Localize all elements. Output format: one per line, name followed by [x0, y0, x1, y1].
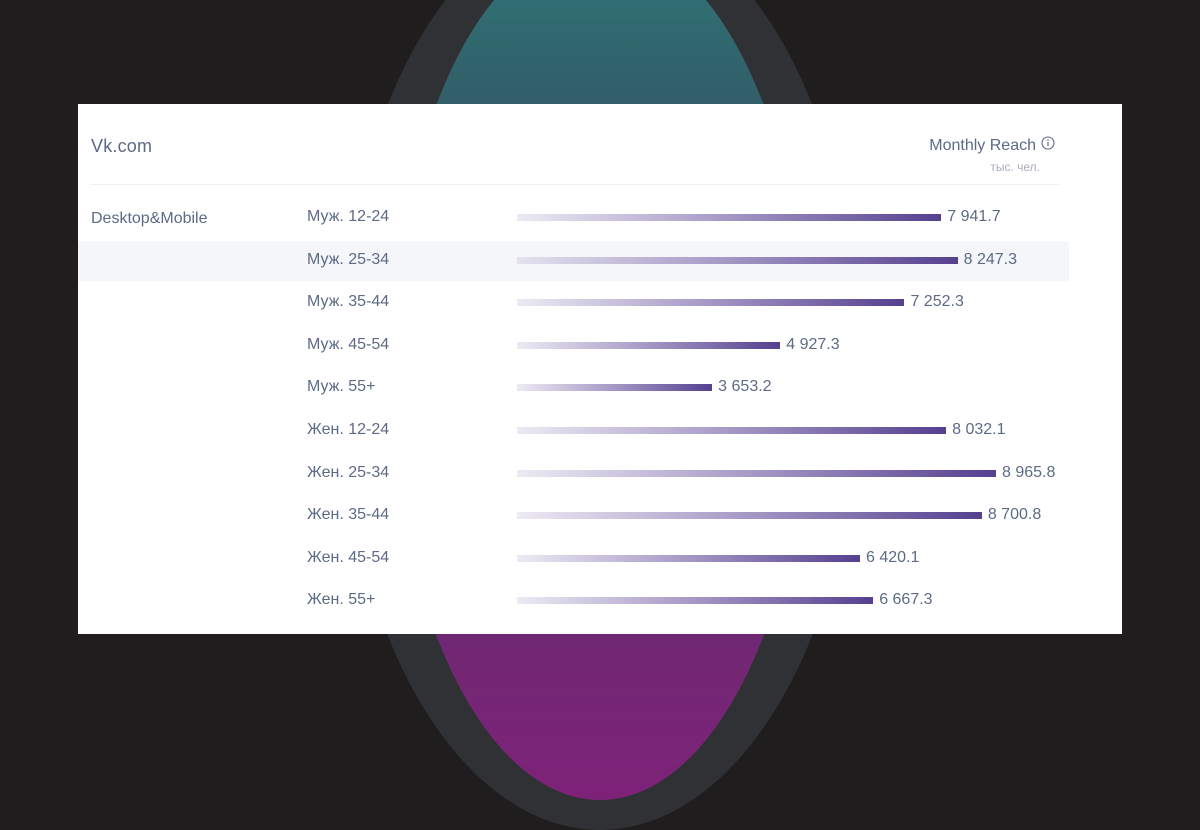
value-label: 8 700.8: [987, 506, 1042, 524]
category-label: Жен. 25-34: [307, 463, 390, 481]
chart-row[interactable]: Муж. 55+ 3 653.2: [78, 368, 1069, 408]
chart-row[interactable]: Жен. 55+ 6 667.3: [78, 581, 1069, 621]
category-label: Муж. 55+: [307, 378, 376, 396]
bar: [517, 512, 982, 520]
category-label: Жен. 35-44: [307, 506, 390, 524]
category-label: Жен. 55+: [307, 591, 376, 609]
category-label: Муж. 12-24: [307, 208, 390, 225]
value-label: 7 941.7: [947, 208, 1001, 225]
bar: [517, 299, 905, 307]
value-label: 6 667.3: [879, 591, 933, 609]
chart-row[interactable]: Жен. 25-34 8 965.8: [78, 454, 1069, 494]
category-label: Жен. 12-24: [307, 421, 390, 438]
value-label: 4 927.3: [786, 335, 840, 353]
chart-row[interactable]: Муж. 12-24 7 941.7: [78, 198, 1069, 238]
value-label: 3 653.2: [718, 378, 772, 396]
chart-row[interactable]: Жен. 35-44 8 700.8: [78, 496, 1069, 536]
bar: [517, 597, 874, 605]
chart-row[interactable]: Муж. 35-44 7 252.3: [78, 283, 1069, 323]
value-label: 8 032.1: [952, 421, 1006, 438]
bar: [517, 384, 713, 392]
value-label: 6 420.1: [865, 548, 920, 566]
chart-row[interactable]: Жен. 12-24 8 032.1: [78, 411, 1069, 451]
bar: [517, 214, 942, 221]
metric-unit: тыс. чел.: [990, 160, 1040, 174]
bar: [517, 554, 860, 562]
platform-label: Desktop&Mobile: [91, 210, 208, 227]
bar: [517, 256, 958, 264]
info-icon[interactable]: [1041, 136, 1055, 150]
category-label: Муж. 35-44: [307, 293, 390, 311]
chart-row[interactable]: Муж. 45-54 4 927.3: [78, 326, 1069, 366]
bar: [517, 427, 947, 434]
value-label: 8 247.3: [963, 250, 1017, 268]
bar: [517, 341, 781, 349]
chart-row[interactable]: Муж. 25-34 8 247.3: [78, 240, 1069, 281]
value-label: 8 965.8: [1002, 463, 1056, 481]
site-title: Vk.com: [91, 136, 153, 156]
category-label: Жен. 45-54: [307, 548, 390, 566]
metric-title: Monthly Reach: [929, 137, 1036, 154]
category-label: Муж. 25-34: [307, 250, 390, 268]
bar: [517, 469, 996, 477]
reach-card: Vk.com Monthly Reach тыс. чел. Desktop&M…: [78, 104, 1122, 634]
chart-row[interactable]: Жен. 45-54 6 420.1: [78, 539, 1069, 579]
category-label: Муж. 45-54: [307, 335, 390, 353]
header-divider: [91, 184, 1059, 185]
value-label: 7 252.3: [910, 293, 964, 311]
